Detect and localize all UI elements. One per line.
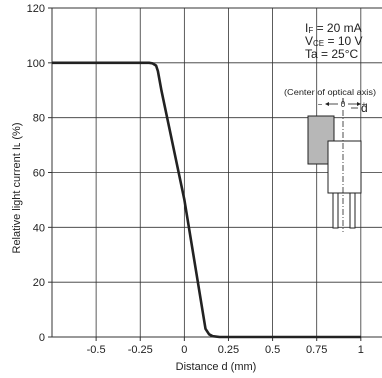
- sensor-lead-left: [332, 192, 339, 229]
- y-tick-label: 100: [27, 58, 45, 70]
- y-tick-label: 60: [33, 168, 45, 180]
- x-tick-label: -0.5: [87, 344, 106, 356]
- y-tick-label: 40: [33, 222, 45, 234]
- y-tick-labels: 0 20 40 60 80 100 120: [27, 3, 45, 344]
- y-tick-label: 80: [33, 113, 45, 125]
- d-label: d: [361, 101, 368, 115]
- condition-line: IF = 20 mA: [305, 21, 362, 35]
- zero-label: 0: [341, 100, 346, 109]
- x-tick-label: 0.5: [265, 344, 280, 356]
- x-tick-label: 0.25: [218, 344, 239, 356]
- inset-diagram: (Center of optical axis) − 0 + d: [284, 88, 376, 232]
- y-tick-label: 20: [33, 277, 45, 289]
- arrow-right-head: [357, 102, 361, 106]
- x-tick-label: 0: [181, 344, 187, 356]
- x-tick-labels: -0.5 -0.25 0 0.25 0.5 0.75 1: [87, 344, 364, 356]
- minus-sign: −: [318, 100, 323, 109]
- series-line: [52, 61, 361, 339]
- y-axis-title: Relative light current Iʟ (%): [11, 123, 23, 254]
- x-tick-label: -0.25: [128, 344, 153, 356]
- sensor-lead-right: [349, 192, 356, 229]
- optical-axis-caption: (Center of optical axis): [284, 88, 376, 97]
- sensor-body: [327, 140, 362, 194]
- y-tick-label: 120: [27, 3, 45, 15]
- condition-line: VCE = 10 V: [305, 34, 363, 48]
- arrow-left-head: [325, 102, 329, 106]
- x-tick-label: 0.75: [306, 344, 327, 356]
- y-tick-label: 0: [39, 332, 45, 344]
- plus-sign: +: [362, 100, 367, 109]
- x-axis-title: Distance d (mm): [176, 361, 257, 373]
- series: [52, 61, 361, 339]
- condition-line: Ta = 25°C: [305, 47, 358, 61]
- x-tick-label: 1: [358, 344, 364, 356]
